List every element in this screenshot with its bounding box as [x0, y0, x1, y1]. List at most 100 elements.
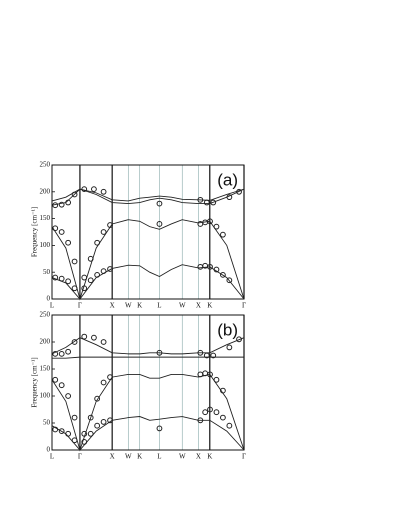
data-point: [81, 274, 88, 281]
y-axis-label: Frequency [cm⁻¹]: [31, 207, 39, 257]
data-point: [52, 376, 59, 383]
panel-label: (a): [217, 170, 238, 189]
data-point: [58, 275, 65, 282]
y-tick-label: 100: [40, 392, 51, 400]
dispersion-curve: [51, 219, 245, 301]
data-point: [207, 406, 213, 413]
data-point: [156, 200, 163, 207]
data-point: [107, 374, 113, 381]
data-point: [207, 218, 213, 225]
x-tick-label: Γ: [242, 453, 246, 461]
data-point: [87, 414, 94, 421]
data-point: [197, 349, 204, 356]
data-point: [71, 191, 78, 198]
data-point: [71, 258, 78, 265]
data-point: [226, 194, 233, 201]
dispersion-curve: [51, 337, 245, 355]
y-tick-label: 250: [40, 311, 51, 319]
data-point: [58, 229, 65, 235]
dispersion-curve: [51, 188, 245, 202]
data-point: [52, 225, 59, 232]
x-tick-label: L: [50, 453, 54, 461]
x-tick-label: X: [196, 302, 201, 310]
y-tick-label: 50: [43, 419, 51, 427]
data-point: [156, 349, 163, 356]
data-point: [220, 387, 226, 394]
plot-frame: [51, 314, 245, 451]
x-tick-label: L: [157, 453, 161, 461]
data-point: [100, 268, 107, 275]
data-point: [81, 333, 88, 340]
data-point: [71, 437, 78, 444]
data-point: [65, 348, 72, 355]
data-point: [58, 350, 65, 357]
data-point: [71, 339, 78, 345]
data-point: [203, 199, 210, 206]
dispersion-curve: [51, 264, 245, 300]
data-point: [220, 231, 226, 238]
y-tick-label: 50: [43, 268, 51, 276]
x-tick-label: Γ: [78, 453, 82, 461]
data-point: [220, 414, 226, 421]
x-tick-label: L: [50, 302, 54, 310]
data-point: [81, 439, 88, 445]
data-point: [107, 266, 113, 272]
data-point: [236, 336, 242, 343]
data-point: [197, 196, 204, 203]
x-tick-label: X: [110, 302, 115, 310]
data-point: [71, 414, 78, 421]
data-point: [71, 285, 78, 292]
data-point: [100, 229, 107, 235]
data-point: [91, 334, 97, 341]
x-tick-label: W: [125, 453, 132, 461]
data-point: [107, 417, 113, 424]
x-tick-label: W: [179, 453, 186, 461]
data-point: [156, 221, 163, 227]
data-point: [210, 352, 217, 359]
x-tick-label: L: [157, 302, 161, 310]
x-tick-label: K: [137, 302, 142, 310]
data-point: [52, 426, 59, 433]
data-point: [107, 222, 113, 228]
data-point: [87, 430, 94, 437]
data-point: [58, 428, 65, 435]
panel-label: (b): [217, 320, 238, 339]
x-tick-label: W: [125, 302, 132, 310]
data-point: [202, 370, 209, 377]
dispersion-curve: [51, 416, 245, 451]
data-point: [203, 352, 210, 359]
data-point: [65, 393, 72, 399]
y-tick-label: 200: [40, 338, 51, 346]
data-point: [100, 419, 107, 425]
data-point: [52, 274, 59, 281]
dispersion-curve: [51, 373, 245, 452]
y-tick-label: 150: [40, 365, 51, 373]
y-tick-label: 0: [47, 295, 51, 303]
data-point: [94, 395, 101, 402]
data-point: [213, 409, 220, 416]
data-point: [81, 186, 88, 193]
data-point: [87, 255, 94, 262]
data-point: [58, 201, 65, 208]
data-point: [94, 239, 101, 246]
y-tick-label: 250: [40, 161, 51, 169]
data-point: [197, 417, 204, 424]
data-point: [226, 422, 233, 429]
y-tick-label: 200: [40, 187, 51, 195]
data-point: [87, 277, 94, 284]
data-point: [52, 350, 59, 357]
data-point: [52, 202, 59, 209]
x-tick-label: Γ: [242, 302, 246, 310]
data-point: [94, 422, 101, 429]
data-point: [65, 278, 72, 285]
y-tick-label: 100: [40, 241, 51, 249]
y-tick-label: 0: [47, 446, 51, 454]
x-tick-label: K: [207, 453, 212, 461]
data-point: [100, 339, 107, 345]
y-axis-label: Frequency [cm⁻¹]: [31, 357, 39, 407]
data-point: [236, 188, 242, 195]
x-tick-label: X: [110, 453, 115, 461]
